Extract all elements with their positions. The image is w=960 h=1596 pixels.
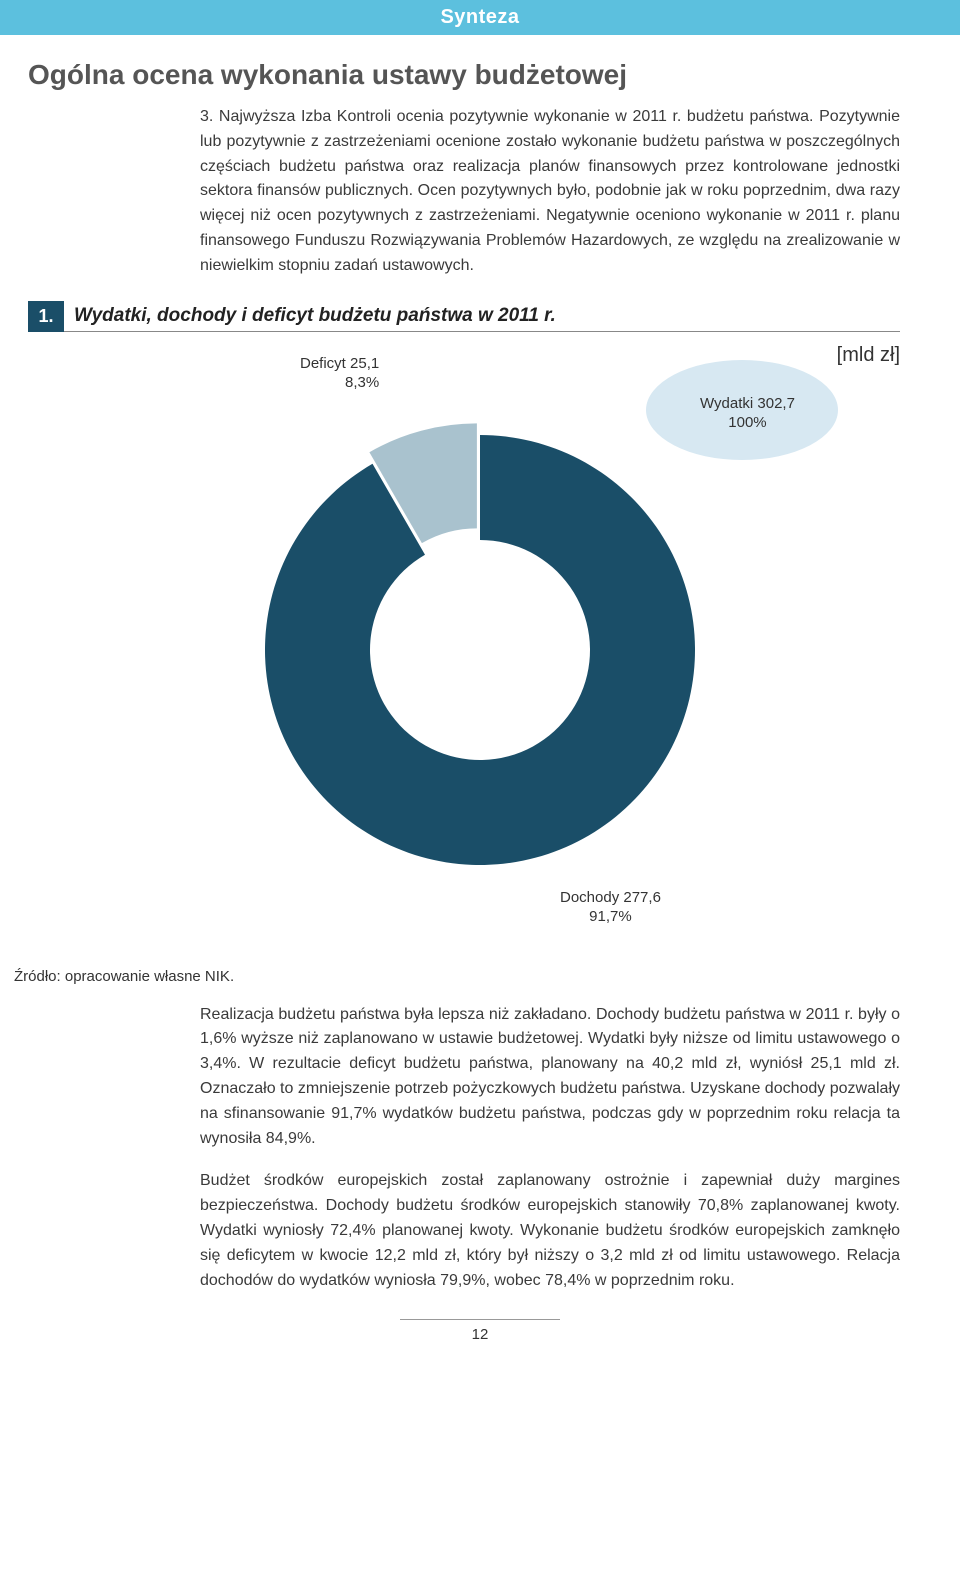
donut-svg: [0, 340, 960, 960]
label-dochody: Dochody 277,691,7%: [560, 888, 661, 927]
paragraph-2: Budżet środków europejskich został zapla…: [200, 1169, 900, 1293]
section-header: 1. Wydatki, dochody i deficyt budżetu pa…: [0, 301, 960, 332]
source-note: Źródło: opracowanie własne NIK.: [14, 968, 960, 985]
section-number-box: 1.: [28, 301, 64, 332]
label-dochody-text: Dochody 277,691,7%: [560, 889, 661, 926]
page-title: Ogólna ocena wykonania ustawy budżetowej: [28, 59, 960, 91]
section-title: Wydatki, dochody i deficyt budżetu państ…: [64, 301, 900, 332]
label-deficyt-text: Deficyt 25,18,3%: [300, 355, 379, 392]
label-wydatki: Wydatki 302,7100%: [700, 394, 795, 433]
label-wydatki-text: Wydatki 302,7100%: [700, 395, 795, 432]
unit-label: [mld zł]: [837, 344, 900, 367]
page-number: 12: [0, 1326, 960, 1363]
label-deficyt: Deficyt 25,18,3%: [300, 354, 379, 393]
footer-rule: [400, 1319, 560, 1320]
paragraph-1: Realizacja budżetu państwa była lepsza n…: [200, 1003, 900, 1152]
intro-paragraph: 3. Najwyższa Izba Kontroli ocenia pozyty…: [200, 105, 900, 279]
banner: Synteza: [0, 0, 960, 35]
donut-chart: [mld zł] Deficyt 25,18,3% Wydatki 302,71…: [0, 340, 960, 960]
